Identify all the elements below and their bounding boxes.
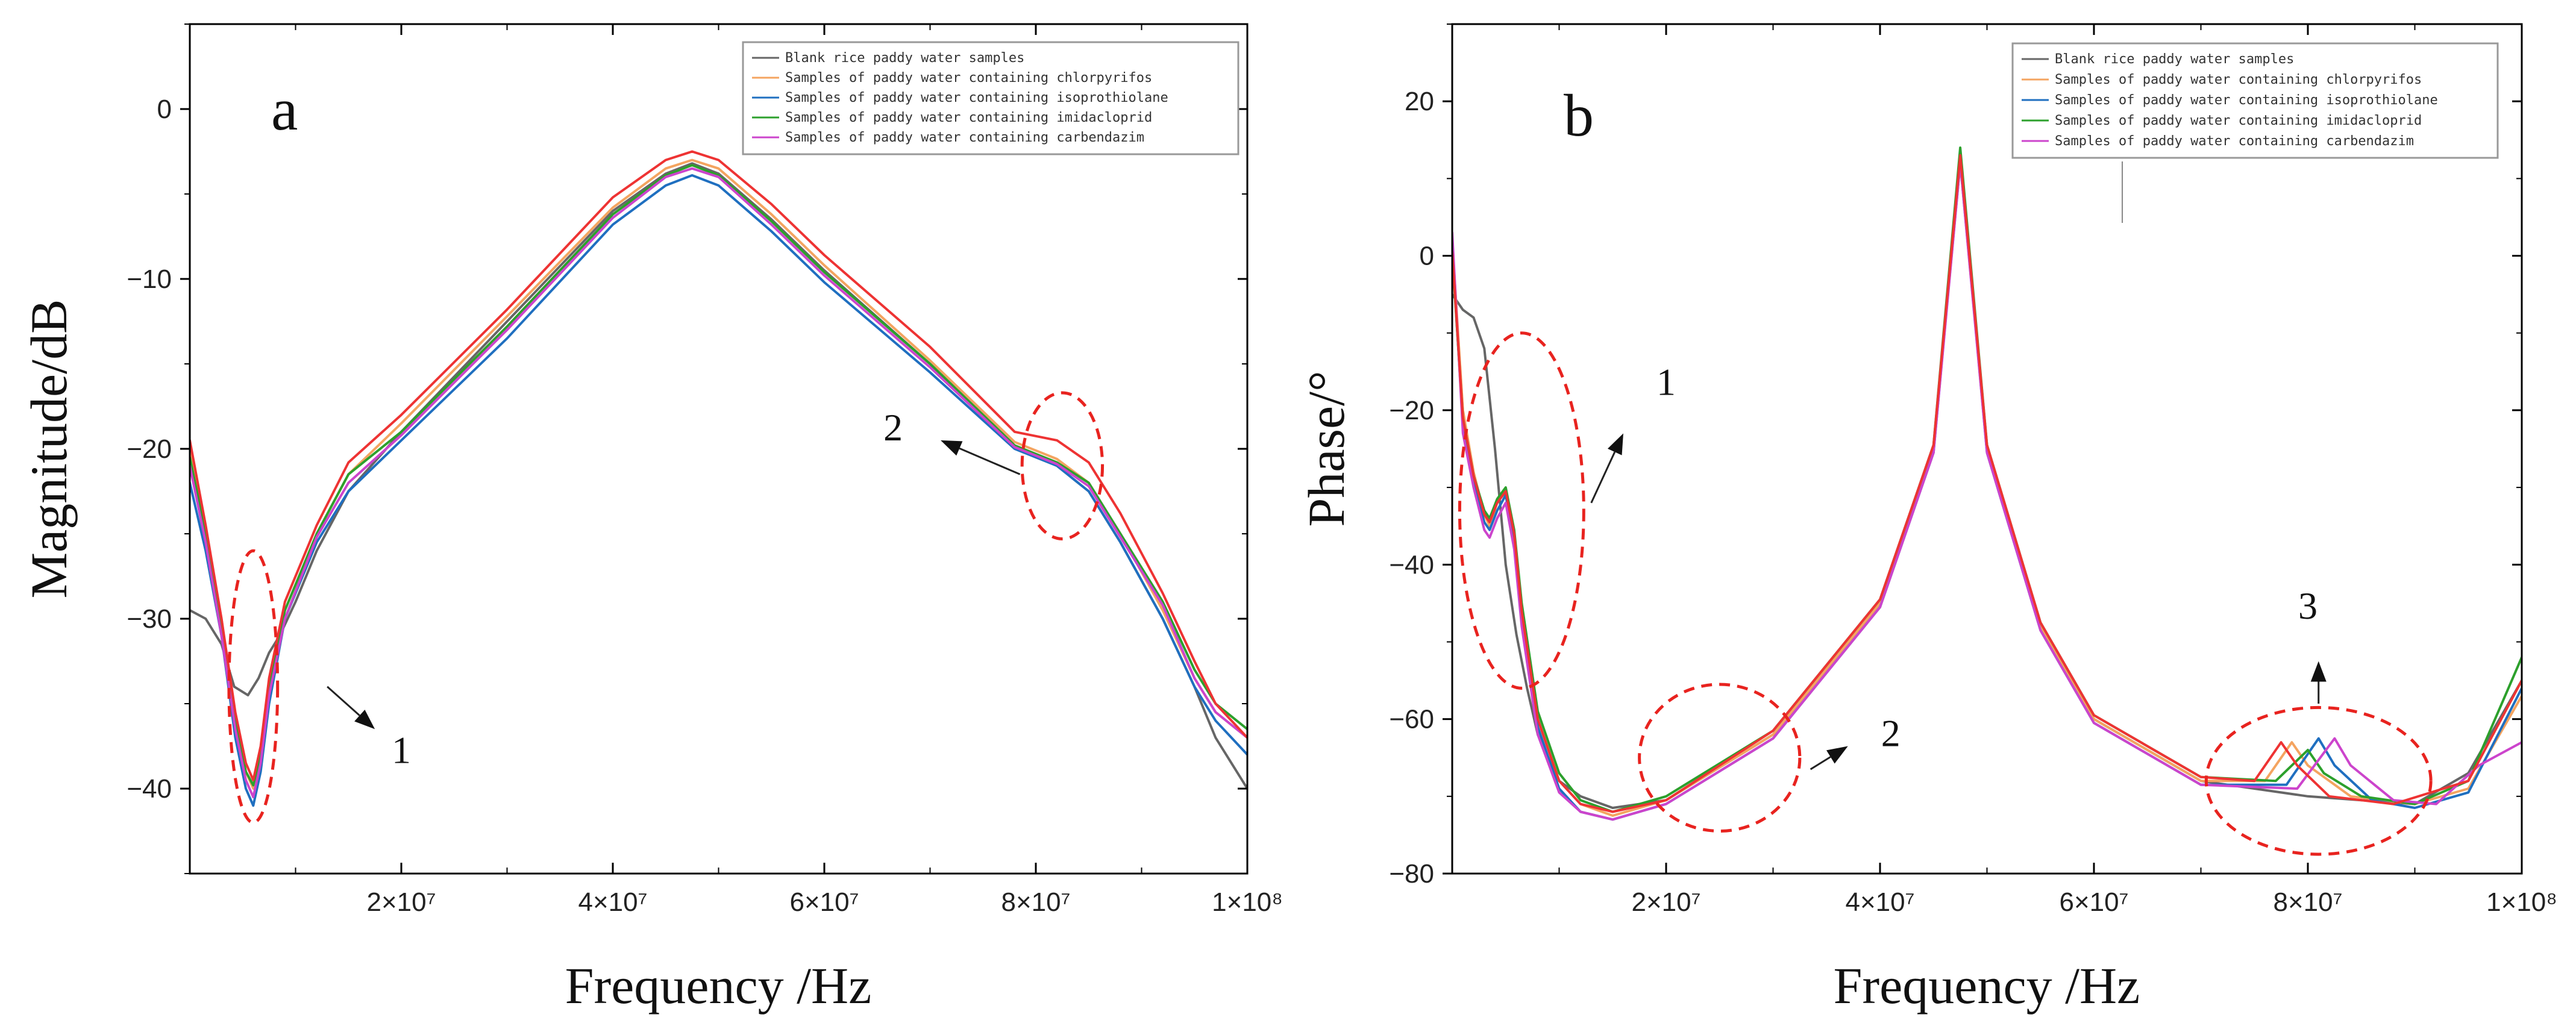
panel-a-letter: a	[271, 76, 298, 143]
panel-b-y-tick-label-2: −20	[1389, 396, 1434, 425]
panel-a-annotations: 12	[227, 391, 1105, 824]
panel-a-x-tick-label-3: 8×10⁷	[1001, 887, 1070, 917]
panel-a-annotation-arrow-shaft-2	[959, 447, 1021, 475]
panel-b-annotation-ellipse-3	[2204, 705, 2433, 856]
panel-a: 2×10⁷ 4×10⁷ 6×10⁷ 8×10⁷ 1×10⁸ 0 −10 −20 −30 −40 a…	[20, 23, 1283, 1015]
panel-b-annotations: 1 2 3	[1458, 331, 2433, 856]
panel-a-x-tick-label-4: 1×10⁸	[1212, 887, 1283, 917]
panel-a-legend-label-1: Samples of paddy water containing chlorp…	[785, 70, 1152, 86]
panel-b-annotation-ellipse-1	[1458, 331, 1585, 690]
panel-a-y-axis-title: Magnitude/dB	[20, 299, 78, 599]
panel-a-legend-label-0: Blank rice paddy water samples	[785, 51, 1024, 66]
panel-a-annotation-ellipse-1	[227, 549, 280, 824]
panel-b-ticks: 2×10⁷ 4×10⁷ 6×10⁷ 8×10⁷ 1×10⁸ 20 0 −20 −40 −60 −80	[1389, 23, 2557, 917]
panel-b-series-line-5	[1452, 154, 2522, 813]
panel-b-y-tick-label-1: 0	[1420, 242, 1434, 271]
panel-a-y-tick-label-2: −20	[127, 434, 172, 464]
panel-b-x-tick-label-3: 8×10⁷	[2273, 887, 2342, 917]
panel-a-legend: Blank rice paddy water samples Samples o…	[742, 41, 1239, 155]
panel-b-y-tick-label-4: −60	[1389, 705, 1434, 734]
panel-b-annotation-label-2: 2	[1881, 712, 1901, 755]
panel-a-legend-label-2: Samples of paddy water containing isopro…	[785, 90, 1168, 105]
panel-b-x-tick-label-4: 1×10⁸	[2486, 887, 2557, 917]
panel-a-annotation-label-2: 2	[883, 406, 903, 449]
panel-a-annotation-arrowhead-2	[941, 440, 963, 456]
panel-a-series-line-5	[190, 150, 1247, 781]
panel-a-series-line-2	[190, 174, 1247, 807]
panel-a-x-tick-label-0: 2×10⁷	[366, 887, 436, 917]
panel-b-annotation-ellipse-2	[1638, 683, 1802, 833]
panel-a-legend-box	[742, 41, 1239, 155]
panel-a-y-tick-label-3: −30	[127, 604, 172, 634]
panel-a-legend-label-4: Samples of paddy water containing carben…	[785, 130, 1144, 145]
panel-b-legend-label-1: Samples of paddy water containing chlorp…	[2055, 72, 2422, 87]
panel-a-y-tick-label-1: −10	[127, 264, 172, 294]
panel-b-legend-label-3: Samples of paddy water containing imidac…	[2055, 113, 2422, 128]
panel-b-annotation-label-1: 1	[1656, 360, 1676, 403]
panel-a-y-tick-label-4: −40	[127, 774, 172, 804]
panel-b-x-tick-label-0: 2×10⁷	[1631, 887, 1700, 917]
panel-b-y-tick-label-3: −40	[1389, 550, 1434, 580]
panel-b-legend-label-2: Samples of paddy water containing isopro…	[2055, 93, 2438, 108]
panel-a-annotation-label-1: 1	[392, 729, 411, 772]
panel-a-annotation-arrow-shaft-1	[327, 686, 360, 716]
panel-a-y-tick-label-0: 0	[157, 95, 172, 124]
panel-b: 2×10⁷ 4×10⁷ 6×10⁷ 8×10⁷ 1×10⁸ 20 0 −20 −40 −60 −80…	[1297, 23, 2557, 1015]
panel-b-y-tick-label-5: −80	[1389, 859, 1434, 889]
panel-b-annotation-arrowhead-2	[1826, 746, 1848, 764]
panel-a-series-line-4	[190, 167, 1247, 799]
panel-b-plot-area	[1452, 146, 2522, 821]
panel-b-x-axis-title: Frequency /Hz	[1834, 957, 2140, 1015]
panel-a-x-tick-label-1: 4×10⁷	[578, 887, 647, 917]
panel-b-legend-label-0: Blank rice paddy water samples	[2055, 52, 2294, 67]
panel-a-x-axis-title: Frequency /Hz	[565, 957, 872, 1015]
panel-a-legend-label-3: Samples of paddy water containing imidac…	[785, 110, 1152, 125]
panel-a-x-tick-label-2: 6×10⁷	[789, 887, 859, 917]
panel-a-annotation-arrowhead-1	[354, 709, 375, 730]
panel-a-ticks: 2×10⁷ 4×10⁷ 6×10⁷ 8×10⁷ 1×10⁸ 0 −10 −20 −30 −40	[127, 23, 1283, 917]
panel-b-y-axis-title: Phase/°	[1297, 371, 1355, 527]
panel-b-legend-label-4: Samples of paddy water containing carben…	[2055, 134, 2414, 149]
panel-b-x-tick-label-1: 4×10⁷	[1845, 887, 1914, 917]
panel-b-annotation-arrow-shaft-2	[1810, 756, 1831, 771]
panel-a-series-line-3	[190, 164, 1247, 787]
panel-b-x-tick-label-2: 6×10⁷	[2059, 887, 2128, 917]
panel-b-legend-box	[2011, 42, 2499, 159]
panel-b-series-line-4	[1452, 161, 2522, 821]
panel-a-annotation-ellipse-2	[1020, 391, 1105, 540]
panel-b-annotation-arrow-shaft-1	[1590, 451, 1616, 504]
panel-b-y-tick-label-0: 20	[1405, 87, 1434, 116]
panel-b-annotation-arrowhead-1	[1607, 433, 1623, 455]
panel-b-annotation-arrowhead-3	[2310, 661, 2327, 682]
panel-b-legend: Blank rice paddy water samples Samples o…	[2011, 42, 2499, 159]
panel-a-plot-area	[190, 150, 1247, 807]
panel-b-annotation-label-3: 3	[2298, 584, 2317, 627]
panel-b-letter: b	[1564, 82, 1594, 149]
